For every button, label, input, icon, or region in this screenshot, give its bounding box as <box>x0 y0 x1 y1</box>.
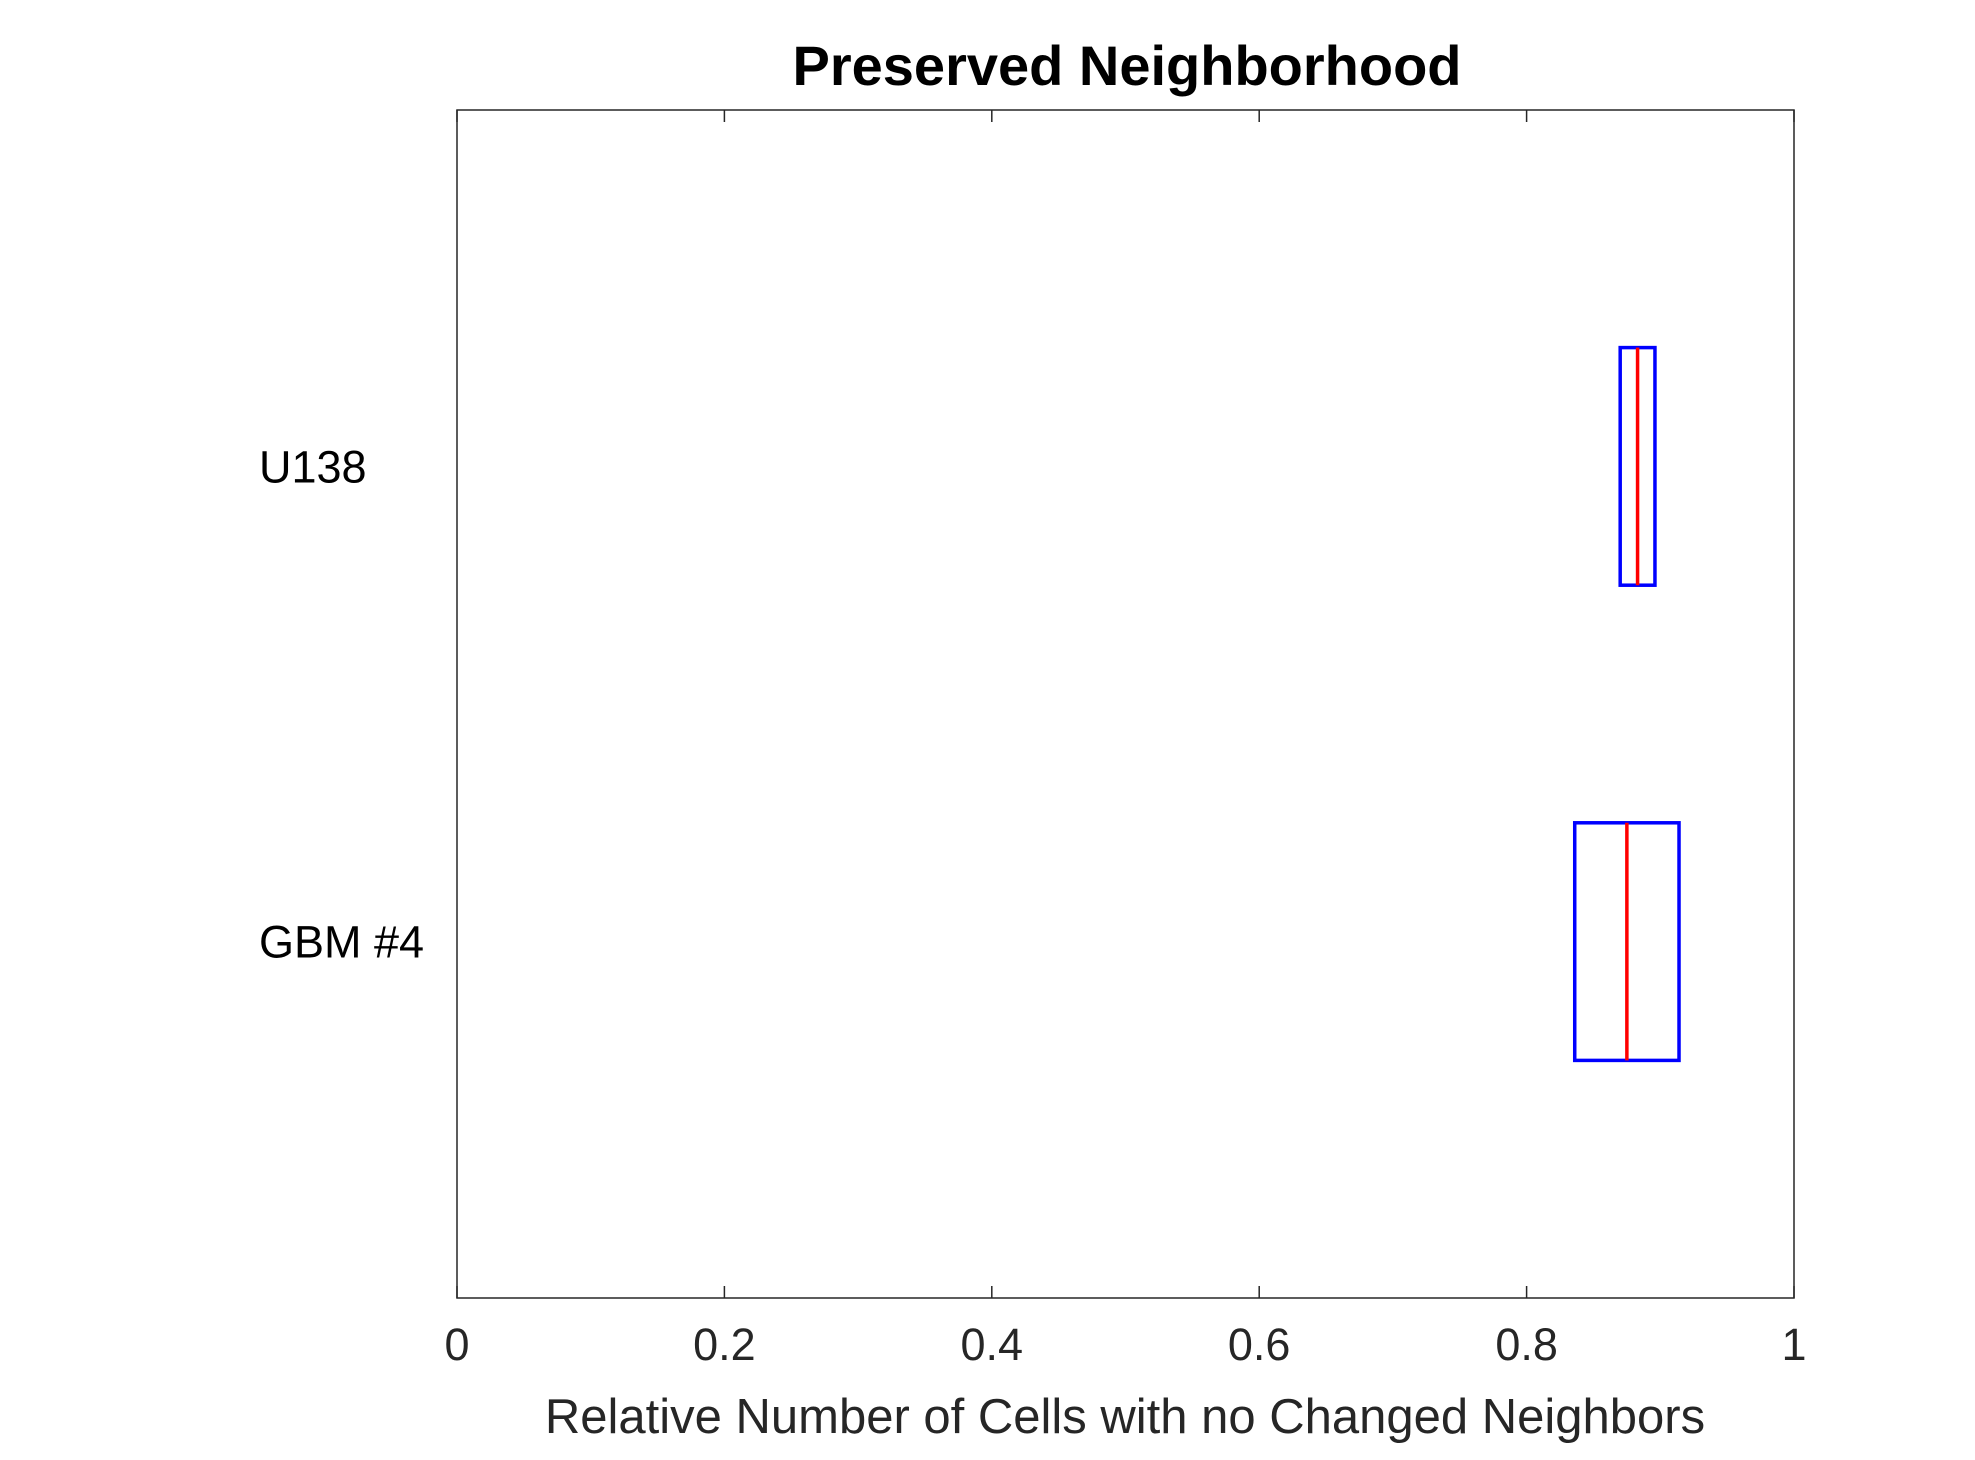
x-tick-label: 1 <box>1781 1319 1806 1370</box>
plot-area <box>456 109 1795 1299</box>
x-tick-label: 0.8 <box>1495 1319 1558 1370</box>
tick-labels-layer: 0 0.2 0.4 0.6 0.8 1 <box>444 1319 1806 1370</box>
x-tick-label: 0 <box>444 1319 469 1370</box>
x-tick-label: 0.2 <box>693 1319 756 1370</box>
x-axis-label: Relative Number of Cells with no Changed… <box>545 1390 1705 1444</box>
chart-title: Preserved Neighborhood <box>792 34 1461 97</box>
ticks-layer <box>456 110 1795 1298</box>
category-label-1: U138 <box>259 441 367 492</box>
x-tick-label: 0.6 <box>1228 1319 1291 1370</box>
x-tick-label: 0.4 <box>961 1319 1024 1370</box>
category-labels-layer: U138 GBM #4 <box>259 441 424 967</box>
boxes-layer <box>1572 345 1681 1063</box>
category-label-2: GBM #4 <box>259 917 424 968</box>
